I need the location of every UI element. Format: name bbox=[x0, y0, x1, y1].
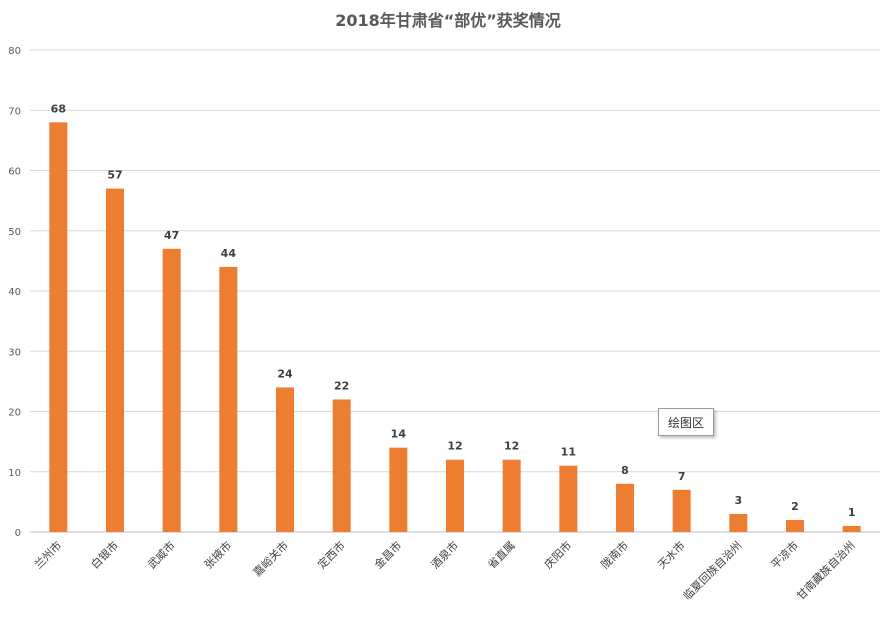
y-tick-label: 0 bbox=[15, 528, 21, 539]
plot-area-tooltip: 绘图区 bbox=[658, 408, 714, 436]
x-tick-label: 定西市 bbox=[315, 538, 348, 571]
bar bbox=[729, 513, 748, 532]
bar bbox=[502, 459, 521, 532]
y-tick-label: 70 bbox=[8, 106, 21, 117]
x-tick-label: 平凉市 bbox=[768, 538, 801, 571]
bars bbox=[49, 122, 861, 533]
y-tick-label: 40 bbox=[8, 287, 21, 298]
bar bbox=[559, 465, 578, 532]
bar bbox=[389, 447, 408, 532]
bar bbox=[219, 266, 238, 532]
data-label: 22 bbox=[334, 379, 349, 392]
y-tick-label: 10 bbox=[8, 468, 21, 479]
data-labels: 68 57 47 44 24 22 14 12 12 11 8 7 3 2 1 bbox=[51, 102, 856, 519]
bar bbox=[672, 489, 691, 532]
data-label: 14 bbox=[391, 428, 407, 441]
x-tick-label: 甘南藏族自治州 bbox=[793, 538, 857, 602]
bar bbox=[842, 525, 861, 532]
y-tick-label: 80 bbox=[8, 46, 21, 57]
bar bbox=[616, 483, 634, 532]
y-tick-label: 30 bbox=[8, 347, 21, 358]
x-tick-label: 陇南市 bbox=[598, 538, 631, 571]
bar bbox=[106, 188, 124, 532]
data-label: 1 bbox=[848, 506, 856, 519]
bar bbox=[162, 248, 181, 532]
x-tick-label: 兰州市 bbox=[31, 538, 64, 571]
y-tick-label: 20 bbox=[8, 408, 21, 419]
bar bbox=[332, 399, 351, 532]
bar bbox=[49, 122, 68, 533]
data-label: 12 bbox=[504, 440, 519, 453]
x-tick-label: 白银市 bbox=[88, 538, 121, 571]
x-tick-label: 金昌市 bbox=[371, 538, 404, 571]
data-label: 12 bbox=[447, 440, 462, 453]
x-tick-label: 庆阳市 bbox=[541, 538, 574, 571]
x-tick-label: 张掖市 bbox=[201, 538, 234, 571]
chart-title: 2018年甘肃省“部优”获奖情况 bbox=[335, 11, 561, 30]
x-tick-label: 天水市 bbox=[655, 538, 688, 571]
y-tick-label: 50 bbox=[8, 227, 21, 238]
x-tick-label: 嘉峪关市 bbox=[250, 538, 291, 579]
data-label: 2 bbox=[791, 500, 799, 513]
x-tick-label: 临夏回族自治州 bbox=[680, 538, 744, 602]
bar bbox=[786, 519, 804, 532]
y-axis-tick-labels: 0 10 20 30 40 50 60 70 80 bbox=[8, 46, 21, 539]
data-label: 24 bbox=[277, 367, 293, 380]
y-tick-label: 60 bbox=[8, 167, 21, 178]
bar bbox=[276, 387, 294, 532]
data-label: 44 bbox=[221, 247, 237, 260]
data-label: 57 bbox=[107, 169, 122, 182]
x-axis-tick-labels: 兰州市 白银市 武威市 张掖市 嘉峪关市 定西市 金昌市 酒泉市 省直属 庆阳市 陇南市 天水市临夏回… bbox=[31, 538, 858, 602]
data-label: 3 bbox=[735, 494, 743, 507]
data-label: 68 bbox=[51, 102, 66, 115]
x-tick-label: 酒泉市 bbox=[428, 538, 461, 571]
data-label: 8 bbox=[621, 464, 629, 477]
bar bbox=[446, 459, 464, 532]
data-label: 47 bbox=[164, 229, 179, 242]
data-label: 7 bbox=[678, 470, 686, 483]
x-tick-label: 武威市 bbox=[145, 538, 178, 571]
x-tick-label: 省直属 bbox=[485, 538, 518, 571]
data-label: 11 bbox=[561, 446, 576, 459]
